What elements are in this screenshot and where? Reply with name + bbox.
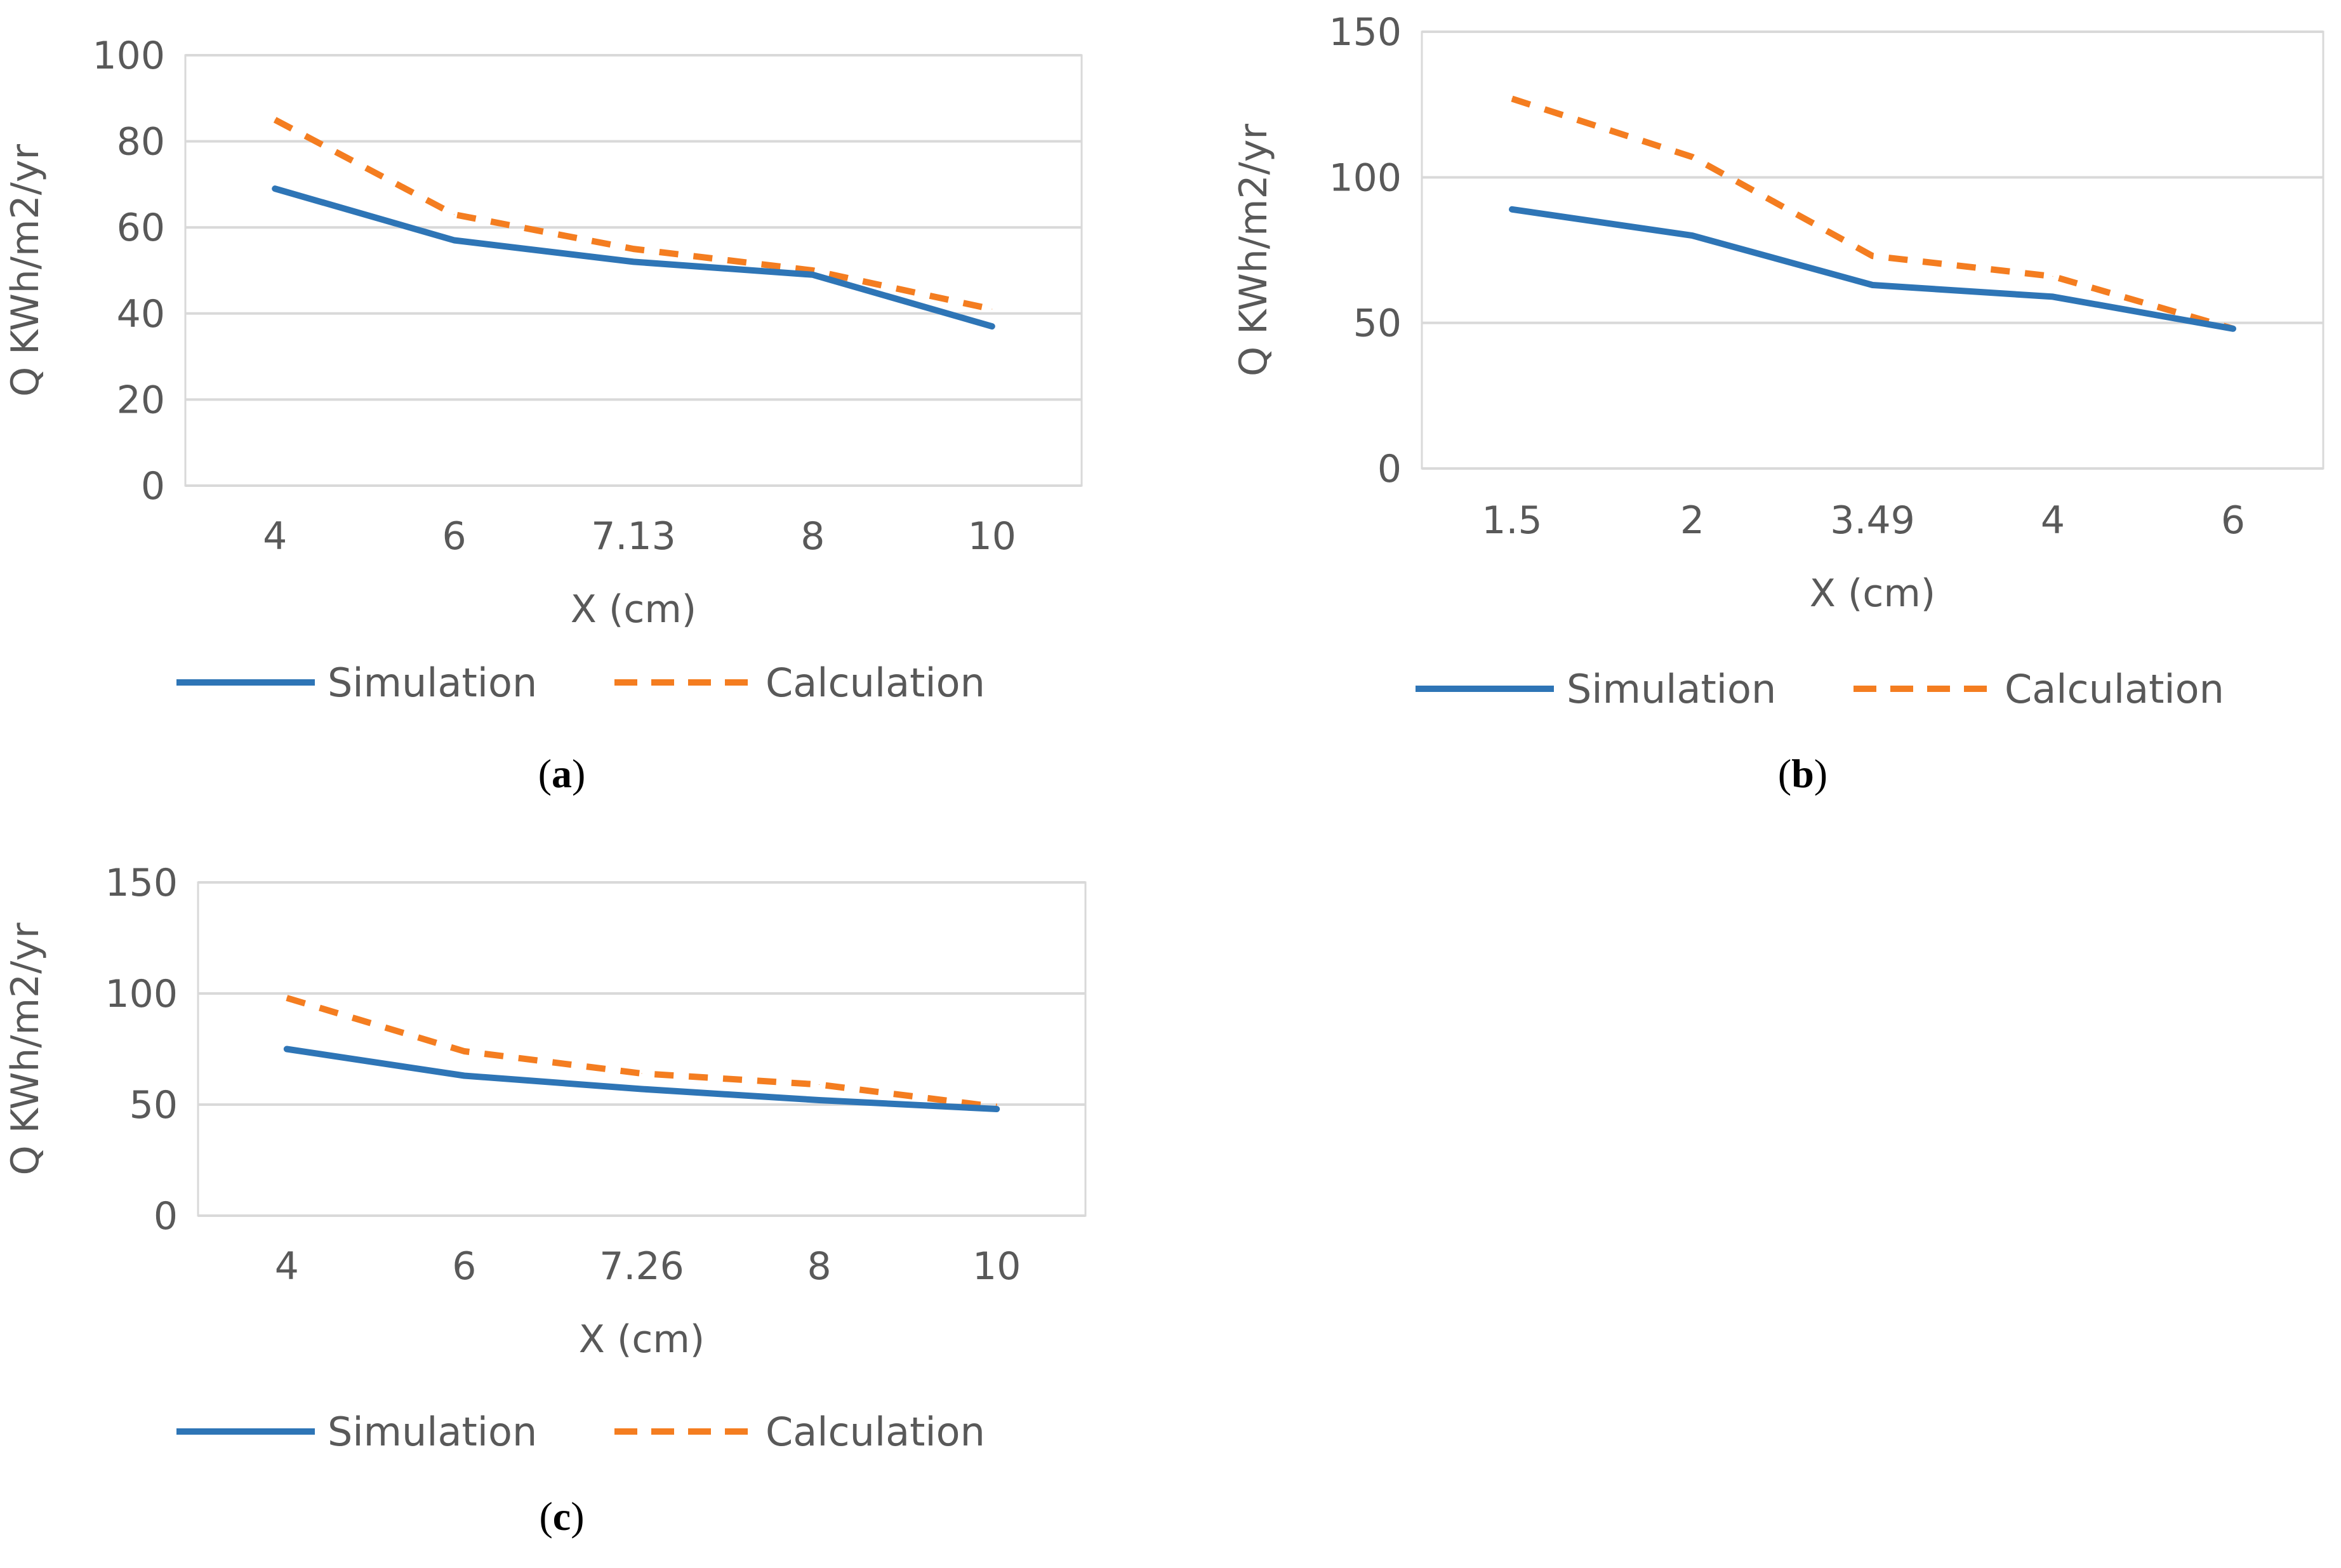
data-point-simulation bbox=[991, 326, 993, 327]
series-line-calculation bbox=[286, 995, 997, 1110]
series-line-calculation bbox=[1511, 95, 2234, 332]
chart-panel-b: 0 50 100 150 1.5 2 3.49 4 6 X (cm) Q KWh/m2/yr Simu… bbox=[1231, 10, 2324, 796]
data-point-simulation bbox=[812, 274, 813, 276]
caption-letter: c bbox=[553, 1494, 571, 1539]
x-tick-label: 3.49 bbox=[1830, 498, 1915, 543]
data-point-calculation bbox=[1511, 98, 1513, 99]
chart-panel-a: 0 20 40 60 80 100 4 6 7.13 8 10 X (cm) Q KWh/m2/yr Si… bbox=[3, 34, 1083, 796]
legend-label-simulation: Simulation bbox=[328, 1409, 537, 1455]
x-tick-label: 6 bbox=[2221, 498, 2245, 543]
x-axis-title: X (cm) bbox=[571, 587, 696, 632]
data-point-simulation bbox=[463, 1075, 465, 1076]
x-tick-label: 6 bbox=[442, 514, 467, 559]
caption-letter: a bbox=[552, 751, 572, 796]
caption-letter: b bbox=[1791, 751, 1814, 796]
series-line-simulation bbox=[272, 185, 995, 330]
caption-paren: ( bbox=[538, 751, 552, 796]
y-tick-label: 0 bbox=[1377, 447, 1402, 491]
y-tick-label: 40 bbox=[117, 292, 165, 336]
y-tick-label: 60 bbox=[117, 206, 165, 250]
series-line-simulation bbox=[283, 1046, 1000, 1112]
data-point-calculation bbox=[991, 309, 993, 310]
plot-area bbox=[184, 54, 1083, 487]
y-tick-label: 0 bbox=[141, 464, 165, 508]
y-tick-label: 150 bbox=[1329, 10, 1402, 55]
y-tick-label: 20 bbox=[117, 378, 165, 422]
caption-paren: ) bbox=[572, 751, 585, 796]
y-tick-label: 50 bbox=[129, 1083, 178, 1127]
y-tick-label: 100 bbox=[1329, 156, 1402, 200]
plot-area bbox=[197, 881, 1087, 1217]
caption-paren: ) bbox=[571, 1494, 584, 1539]
y-tick-label: 150 bbox=[105, 861, 178, 905]
legend-label-simulation: Simulation bbox=[1567, 666, 1776, 712]
x-tick-label: 6 bbox=[452, 1244, 476, 1289]
data-point-calculation bbox=[463, 1051, 465, 1052]
x-tick-label: 8 bbox=[807, 1244, 832, 1289]
series-line-simulation bbox=[1509, 206, 2236, 332]
data-point-calculation bbox=[286, 997, 288, 999]
x-tick-label: 10 bbox=[972, 1244, 1021, 1289]
x-tick-label: 7.13 bbox=[591, 514, 676, 559]
x-axis-title: X (cm) bbox=[1810, 571, 1935, 616]
legend-label-simulation: Simulation bbox=[328, 660, 537, 706]
y-tick-label: 50 bbox=[1353, 302, 1402, 346]
x-tick-label: 1.5 bbox=[1482, 498, 1542, 543]
caption-paren: ( bbox=[1778, 751, 1791, 796]
series-line-calculation bbox=[273, 117, 993, 312]
x-tick-label: 7.26 bbox=[599, 1244, 684, 1289]
x-tick-label: 10 bbox=[968, 514, 1016, 559]
panel-caption: (a) bbox=[538, 751, 586, 796]
data-point-simulation bbox=[2232, 328, 2234, 329]
y-tick-label: 0 bbox=[154, 1194, 178, 1239]
x-tick-label: 8 bbox=[800, 514, 825, 559]
chart-panel-c: 0 50 100 150 4 6 7.26 8 10 X (cm) Q KWh/m2/yr Simul… bbox=[3, 861, 1087, 1539]
y-tick-label: 100 bbox=[105, 972, 178, 1016]
x-axis-title: X (cm) bbox=[579, 1317, 705, 1362]
panel-caption: (c) bbox=[539, 1494, 584, 1539]
caption-paren: ( bbox=[539, 1494, 552, 1539]
legend-label-calculation: Calculation bbox=[766, 1409, 985, 1455]
y-axis-title: Q KWh/m2/yr bbox=[3, 144, 48, 397]
legend-label-calculation: Calculation bbox=[766, 660, 985, 706]
panel-caption: (b) bbox=[1778, 751, 1827, 796]
caption-paren: ) bbox=[1814, 751, 1827, 796]
x-tick-label: 4 bbox=[263, 514, 287, 559]
y-tick-label: 80 bbox=[117, 120, 165, 164]
data-point-calculation bbox=[812, 270, 813, 271]
x-tick-label: 4 bbox=[2041, 498, 2065, 543]
y-tick-label: 100 bbox=[92, 34, 165, 78]
x-tick-label: 4 bbox=[275, 1244, 299, 1289]
legend-label-calculation: Calculation bbox=[2005, 666, 2224, 712]
y-axis-title: Q KWh/m2/yr bbox=[1231, 124, 1276, 376]
plot-area bbox=[1421, 30, 2324, 470]
x-tick-label: 2 bbox=[1680, 498, 1704, 543]
y-axis-title: Q KWh/m2/yr bbox=[3, 922, 48, 1175]
